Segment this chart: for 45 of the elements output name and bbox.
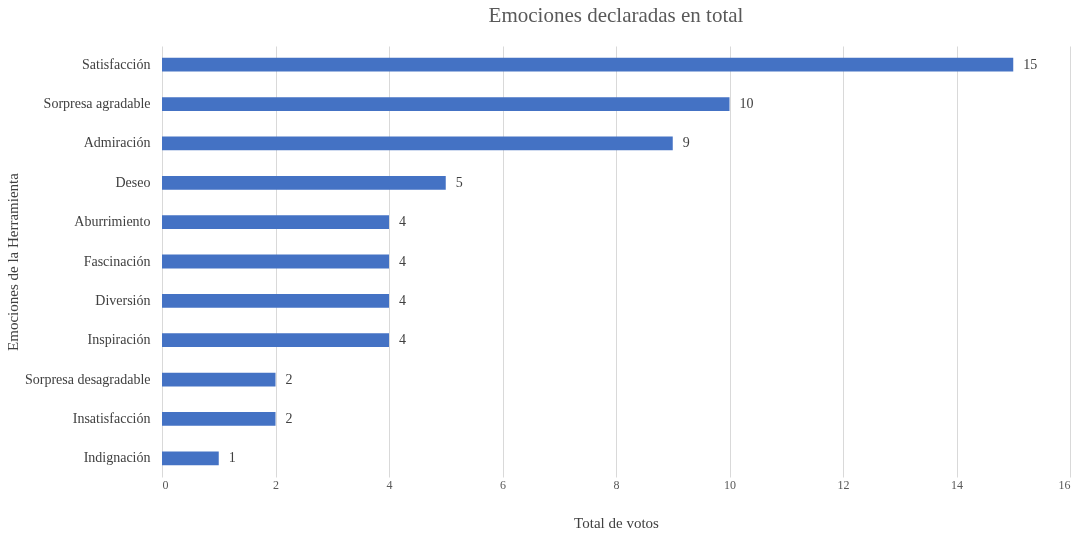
y-tick-label: Inspiración [87,332,151,348]
y-tick-label: Deseo [115,174,151,190]
bar [162,215,389,230]
y-tick-label: Sorpresa desagradable [24,371,151,387]
x-axis-title: Total de votos [574,514,660,531]
bar [162,136,673,151]
x-tick-label: 0 [162,477,169,492]
x-tick-label: 4 [386,477,393,492]
bar [162,175,446,190]
y-axis-title: Emociones de la Herramienta [4,172,21,351]
x-tick-label: 10 [724,477,736,492]
y-tick-label: Insatisfacción [72,410,151,426]
y-tick-label: Indignación [83,450,151,466]
y-tick-label: Aburrimiento [74,214,151,230]
data-label: 9 [682,135,690,151]
data-label: 4 [399,253,406,269]
x-tick-label: 14 [951,477,963,492]
y-tick-label: Fascinación [83,253,151,269]
y-tick-label: Sorpresa agradable [43,96,151,112]
y-tick-label: Satisfacción [82,56,151,72]
data-label: 2 [285,410,293,426]
bar [162,451,219,466]
x-tick-label: 16 [1058,477,1071,492]
bar [162,97,730,111]
data-label: 5 [455,174,463,190]
bar [162,293,389,308]
chart-title: Emociones declaradas en total [488,3,744,27]
data-label: 2 [285,371,293,387]
bar [162,57,1014,72]
x-tick-label: 12 [837,477,850,492]
bar [162,412,276,426]
bar [162,333,389,348]
x-tick-label: 2 [273,477,279,492]
data-label: 4 [399,292,406,308]
data-label: 4 [399,214,406,230]
data-label: 15 [1023,56,1038,72]
bar [162,254,389,269]
data-label: 1 [228,450,236,466]
data-label: 10 [739,96,754,112]
data-label: 4 [399,332,406,348]
x-tick-label: 6 [500,477,506,492]
y-tick-label: Admiración [83,135,151,151]
bar [162,372,276,387]
y-tick-label: Diversión [95,292,151,308]
x-tick-label: 8 [613,477,620,492]
